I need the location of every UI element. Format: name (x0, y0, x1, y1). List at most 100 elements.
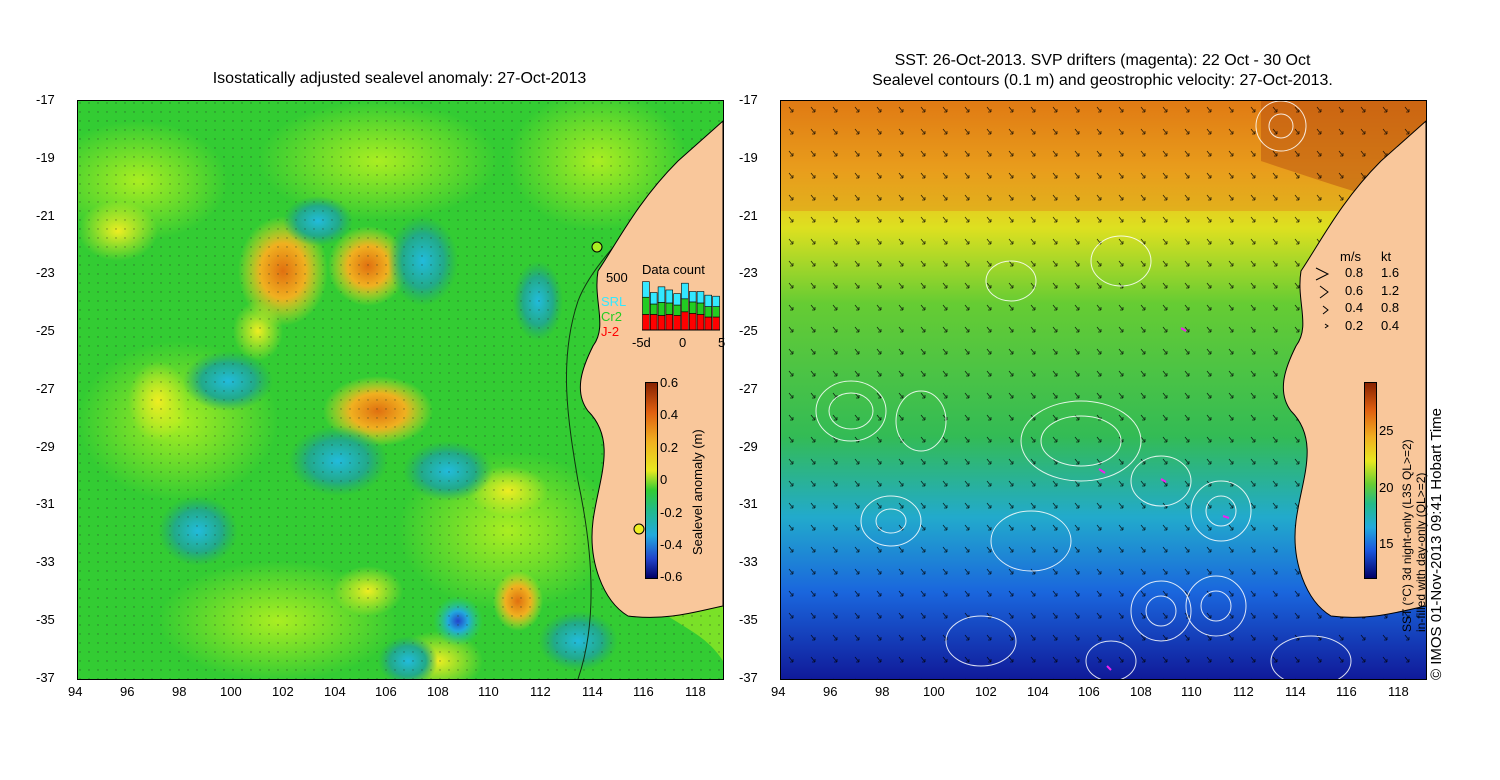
velocity-row-kt: 0.4 (1381, 318, 1400, 333)
data-count-bar-j2 (712, 316, 720, 331)
lat-tick: -33 (739, 554, 758, 569)
data-count-title: Data count (642, 262, 705, 277)
lat-tick: -21 (36, 208, 55, 223)
data-count-bar-srl (650, 292, 658, 305)
lat-tick: -19 (36, 150, 55, 165)
sla-colorbar-gradient (645, 382, 658, 579)
right-map-title-line1: SST: 26-Oct-2013. SVP drifters (magenta)… (894, 52, 1311, 69)
sla-cb-tick: -0.2 (660, 505, 683, 520)
data-count-bar-j2 (650, 314, 658, 331)
lon-tick: 118 (1388, 684, 1409, 699)
data-count-bar-cr2 (688, 301, 697, 314)
lat-tick: -37 (739, 670, 758, 685)
data-count-bar-j2 (642, 314, 650, 331)
data-count-bar-cr2 (704, 306, 713, 318)
velocity-row-kt: 1.6 (1381, 265, 1400, 280)
lat-tick: -31 (739, 496, 758, 511)
data-count-bar-cr2 (673, 304, 681, 316)
data-count-bar-srl (712, 295, 720, 307)
data-count-bar-j2 (704, 316, 713, 331)
sla-cb-tick: 0.4 (660, 407, 679, 422)
data-count-bars (642, 281, 720, 331)
lon-tick: 104 (1027, 684, 1049, 699)
sst-cb-tick: 15 (1379, 536, 1394, 551)
lon-tick: 116 (1336, 684, 1357, 699)
data-count-bar-j2 (688, 313, 697, 331)
lon-tick: 100 (923, 684, 945, 699)
data-count-bar-srl (657, 286, 666, 303)
drifter-tracks (1098, 327, 1230, 671)
lon-tick: 114 (1285, 684, 1306, 699)
lon-tick: 98 (875, 684, 890, 699)
lat-tick: -17 (739, 92, 758, 107)
velocity-row-kt: 0.8 (1381, 300, 1400, 315)
lat-tick: -29 (36, 439, 55, 454)
lat-tick: -25 (739, 323, 758, 338)
data-count-bar-srl (704, 294, 713, 307)
velocity-row-kt: 1.2 (1381, 283, 1400, 298)
data-count-bar-cr2 (665, 302, 673, 315)
legend-srl: SRL (601, 294, 627, 309)
data-count-bar-cr2 (657, 302, 666, 316)
sla-colorbar-label: Sealevel anomaly (m) (690, 429, 705, 555)
lon-tick: 100 (220, 684, 242, 699)
data-count-bar-srl (673, 293, 681, 306)
data-count-bar-j2 (657, 315, 666, 331)
lon-tick: 112 (1233, 684, 1254, 699)
lat-tick: -27 (739, 381, 758, 396)
lat-tick: -37 (36, 670, 55, 685)
sst-cb-tick: 25 (1379, 423, 1394, 438)
velocity-arrows (1315, 267, 1330, 329)
lat-tick: -23 (36, 265, 55, 280)
lon-tick: 110 (1181, 684, 1202, 699)
lon-tick: 94 (771, 684, 786, 699)
lon-tick: 102 (272, 684, 294, 699)
sealevel-anomaly-field (78, 101, 723, 679)
sst-cb-tick: 20 (1379, 480, 1394, 495)
lon-tick: 108 (1130, 684, 1152, 699)
sla-cb-tick: -0.4 (660, 537, 683, 552)
data-count-xtick: 5 (718, 335, 726, 350)
lat-tick: -35 (36, 612, 55, 627)
lat-tick: -29 (739, 439, 758, 454)
australia-land (1282, 120, 1426, 618)
data-count-bar-j2 (665, 314, 673, 331)
lat-tick: -35 (739, 612, 758, 627)
lat-tick: -25 (36, 323, 55, 338)
data-count-xtick: -5d (632, 335, 651, 350)
data-count-ymax: 500 (606, 270, 628, 285)
lon-tick: 96 (120, 684, 135, 699)
lon-tick: 112 (530, 684, 551, 699)
lon-tick: 116 (633, 684, 654, 699)
lon-tick: 114 (582, 684, 603, 699)
sealevel-anomaly-map (77, 100, 724, 680)
lon-tick: 102 (975, 684, 997, 699)
lon-tick: 118 (685, 684, 706, 699)
sealevel-contours (815, 101, 1352, 679)
data-count-bar-cr2 (696, 302, 705, 315)
data-count-bar-srl (688, 291, 697, 303)
velocity-row-ms: 0.6 (1345, 283, 1364, 298)
lat-tick: -27 (36, 381, 55, 396)
data-count-bar-cr2 (642, 296, 650, 315)
lat-tick: -17 (36, 92, 55, 107)
lon-tick: 98 (172, 684, 187, 699)
lat-tick: -33 (36, 554, 55, 569)
data-count-bar-cr2 (712, 306, 720, 318)
australia-land (579, 120, 723, 618)
legend-cr2: Cr2 (601, 309, 622, 324)
data-count-bar-srl (696, 291, 705, 304)
sst-colorbar-label-2: in-filled with day-only (QL>=2) (1414, 472, 1428, 632)
lon-tick: 104 (324, 684, 346, 699)
lon-tick: 96 (823, 684, 838, 699)
data-count-xtick: 0 (679, 335, 687, 350)
data-count-bar-j2 (681, 311, 689, 331)
data-count-bar-srl (681, 282, 689, 300)
velocity-row-ms: 0.4 (1345, 300, 1364, 315)
lon-tick: 108 (427, 684, 449, 699)
legend-j2: J-2 (601, 324, 620, 339)
lon-tick: 106 (1078, 684, 1100, 699)
lat-tick: -31 (36, 496, 55, 511)
sst-colorbar-label-1: SST (°C) 3d night-only (L3S QL>=2) (1400, 439, 1414, 632)
left-map-title: Isostatically adjusted sealevel anomaly:… (212, 70, 587, 87)
